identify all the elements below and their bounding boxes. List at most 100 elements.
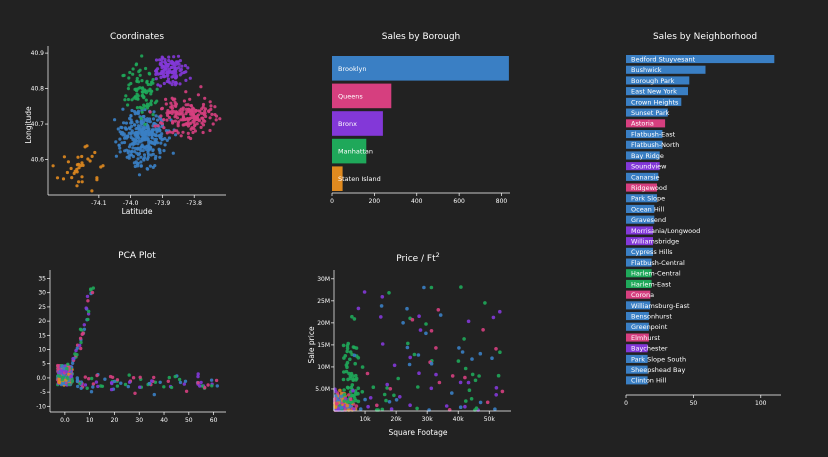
coordinate-point [146, 82, 150, 87]
coordinate-point [114, 154, 118, 158]
coordinate-point [186, 66, 190, 70]
coordinate-point [154, 133, 158, 137]
price-point [352, 353, 357, 358]
neighborhood-bar-label: Crown Heights [631, 98, 679, 106]
coordinate-point [170, 82, 174, 87]
coordinate-point [163, 58, 167, 62]
coordinate-point [80, 161, 84, 165]
price-point [417, 371, 421, 376]
coordinate-point [153, 124, 157, 128]
coordinate-point [136, 142, 140, 146]
coordinate-point [148, 164, 152, 168]
coordinate-point [178, 82, 182, 86]
price-point [345, 365, 349, 370]
price-point [458, 405, 463, 410]
sales-by-neighborhood-title: Sales by Neighborhood [653, 32, 757, 42]
coordinate-point [73, 169, 77, 173]
coordinate-point [114, 140, 118, 144]
price-point [429, 285, 434, 290]
price-point [380, 407, 385, 412]
coordinate-point [162, 75, 166, 79]
pca-point [133, 391, 137, 395]
price-point [494, 347, 498, 351]
price-point [408, 403, 412, 408]
price-point [348, 350, 353, 354]
pca-point [59, 369, 64, 373]
pca-chart: PCA Plot 0.0 10 20 30 40 50 60 -10 -5 0.0 5 10 15 20 2… [36, 251, 226, 424]
coordinate-point [164, 63, 168, 67]
neighborhood-bar-label: Sheepshead Bay [631, 366, 685, 374]
price-point [494, 386, 499, 390]
price-y-tick-label: 5.0M [315, 386, 330, 393]
coordinate-point [147, 147, 151, 151]
price-y-tick-label: 25M [317, 298, 330, 305]
neighborhood-bar-label: Williamsburg-East [631, 302, 690, 310]
coordinate-point [141, 149, 145, 153]
coordinate-point [145, 167, 149, 171]
coordinate-point [130, 108, 134, 113]
pca-point [78, 336, 83, 340]
price-point [456, 359, 461, 363]
price-point [496, 373, 501, 378]
coordinate-point [131, 72, 135, 76]
coordinate-point [129, 135, 133, 140]
coordinate-point [142, 153, 147, 157]
neighborhood-bar-label: Harlem-East [631, 280, 672, 288]
price-point [382, 392, 387, 397]
price-point [342, 388, 346, 392]
price-point [384, 398, 388, 403]
coordinate-point [101, 164, 105, 168]
neighborhood-bar [626, 65, 706, 74]
neighborhood-bar [626, 204, 655, 213]
coordinate-point [151, 117, 156, 121]
pca-point [90, 376, 94, 381]
neighborhood-bar [626, 151, 660, 160]
coordinate-point [143, 122, 147, 126]
pca-point [75, 346, 80, 350]
price-point [466, 380, 471, 385]
neighborhood-bar-label: Elmhurst [631, 334, 661, 342]
price-ylabel: Sale price [307, 326, 316, 363]
price-point [491, 315, 496, 320]
price-point [463, 404, 467, 409]
coordinate-point [203, 107, 207, 111]
coordinate-point [145, 157, 150, 161]
coordinate-point [189, 104, 193, 108]
price-point [341, 343, 346, 348]
coordinate-point [170, 106, 175, 110]
pca-point [127, 380, 132, 384]
coordinate-point [124, 121, 129, 125]
coordinate-point [136, 94, 140, 98]
price-point [354, 404, 359, 408]
coordinate-point [140, 86, 144, 91]
coordinate-point [171, 151, 175, 155]
price-x-tick-label: 50k [484, 416, 496, 423]
pca-point [79, 346, 83, 351]
coordinates-x-tick-label: -73.9 [155, 200, 171, 207]
pca-y-tick-label: 30 [38, 290, 46, 297]
borough-bar-label: Queens [338, 92, 363, 100]
coordinate-point [141, 90, 145, 94]
coordinate-point [162, 118, 166, 122]
pca-x-tick-label: 20 [111, 417, 119, 424]
price-point [375, 403, 379, 408]
price-point [356, 399, 361, 404]
price-point [354, 373, 358, 378]
pca-point [178, 380, 183, 385]
pca-point [96, 384, 100, 389]
coordinate-point [122, 140, 127, 145]
neighborhood-bar-label: Park Slope South [631, 355, 686, 363]
price-point [444, 404, 449, 408]
coordinate-point [208, 116, 212, 120]
coordinate-point [175, 116, 180, 120]
pca-point [127, 373, 131, 377]
pca-point [64, 370, 68, 374]
price-point [389, 407, 394, 411]
price-point [339, 405, 344, 410]
price-point [466, 319, 471, 324]
price-point [343, 354, 348, 358]
coordinate-point [122, 132, 126, 136]
coordinate-point [55, 176, 60, 180]
coordinate-point [157, 128, 161, 132]
price-x-tick-label: 10k [359, 416, 371, 423]
